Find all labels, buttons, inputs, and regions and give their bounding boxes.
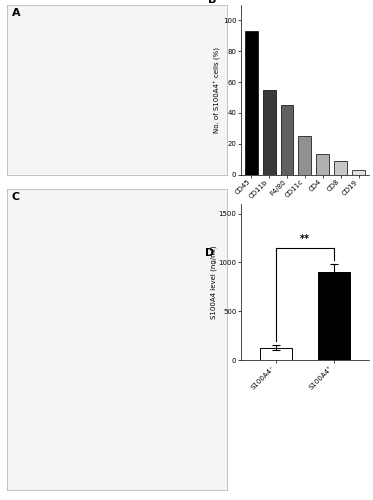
Bar <box>316 154 329 174</box>
Text: A: A <box>12 8 21 18</box>
Text: C: C <box>12 192 20 202</box>
Bar <box>334 160 347 174</box>
Y-axis label: S100A4 level (ng/ml): S100A4 level (ng/ml) <box>210 245 217 319</box>
Bar <box>318 272 350 360</box>
Bar <box>352 170 365 174</box>
Bar <box>263 90 276 174</box>
Y-axis label: No. of S100A4⁺ cells (%): No. of S100A4⁺ cells (%) <box>214 47 222 133</box>
Bar <box>298 136 311 174</box>
Bar <box>280 105 294 174</box>
Bar <box>245 31 258 174</box>
Text: **: ** <box>300 234 310 244</box>
Text: B: B <box>209 0 217 5</box>
Text: D: D <box>204 248 214 258</box>
Bar <box>260 348 292 360</box>
